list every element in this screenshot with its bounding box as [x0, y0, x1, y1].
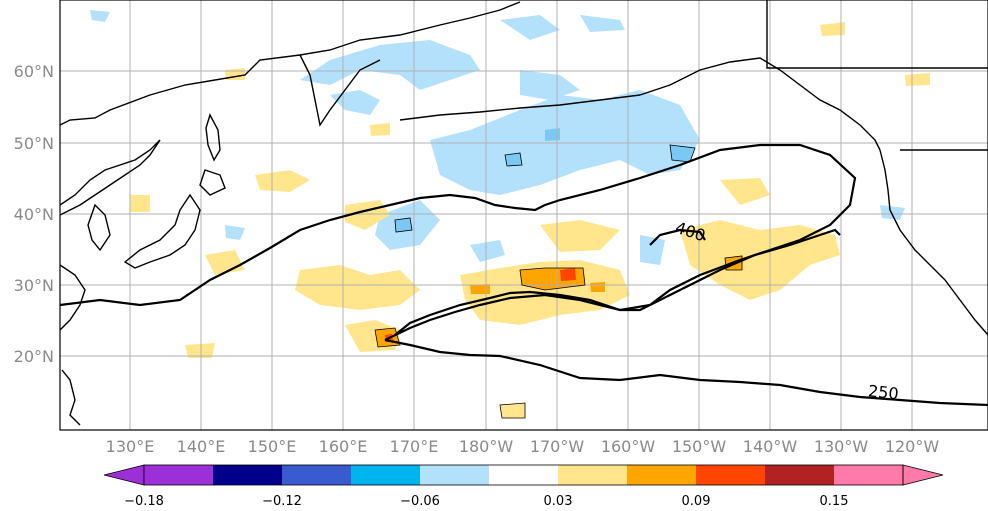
yellow-patch: [540, 220, 620, 252]
lon-label: 140°W: [743, 437, 798, 456]
coastlines: [60, 0, 988, 426]
hokkaido-coastline: [199, 169, 226, 196]
significance-outline: [519, 267, 586, 291]
blue-patch: [520, 70, 580, 100]
lon-label: 140°E: [177, 437, 226, 456]
colorbar-swatch: [282, 465, 351, 485]
colorbar-swatch: [213, 465, 282, 485]
asia-mainland-coastline: [60, 139, 161, 216]
blue-patch: [225, 225, 245, 240]
orange-patch: [470, 284, 490, 294]
korea-coastline: [87, 203, 111, 252]
lon-label: 120°W: [885, 437, 940, 456]
contour-400: [60, 143, 857, 336]
lon-label: 130°E: [106, 437, 155, 456]
colorbar-swatch: [489, 465, 558, 485]
colorbar-swatch: [627, 465, 696, 485]
colorbar-swatch: [558, 465, 627, 485]
significance-outline: [504, 152, 523, 167]
alaska-coastline: [639, 57, 881, 151]
colorbar-tick-label: 0.09: [682, 494, 711, 509]
colorbar-tick-label: −0.18: [124, 494, 164, 509]
yellow-patch: [905, 73, 930, 86]
china-coastline: [60, 264, 86, 331]
lat-label: 30°N: [14, 276, 54, 295]
yellow-patch: [500, 403, 525, 418]
yellow-patch: [370, 123, 390, 136]
colorbar-swatch: [351, 465, 420, 485]
colorbar: −0.18 −0.12 −0.06 0.03 0.09 0.15: [103, 464, 944, 509]
lon-label: 150°W: [672, 437, 727, 456]
colorbar-tick-label: 0.15: [820, 494, 849, 509]
map-frame: [59, 0, 988, 431]
sakhalin-coastline: [205, 113, 221, 162]
contour-label-250: 250: [867, 381, 899, 403]
blue-patch: [395, 218, 412, 232]
map-area: 400 250: [60, 0, 988, 430]
yellow-patch: [255, 170, 310, 192]
lon-label: 150°E: [248, 437, 297, 456]
contour-400-inner: [649, 228, 706, 246]
philippines-coastline: [61, 369, 81, 426]
blue-patch: [300, 40, 480, 90]
yellow-patch: [820, 22, 845, 36]
significance-outline: [374, 327, 401, 348]
lon-label: 180°W: [459, 437, 514, 456]
yellow-patch: [130, 195, 150, 212]
significance-outline: [499, 402, 526, 419]
lon-label: 160°W: [601, 437, 656, 456]
asia-coastline: [60, 1, 521, 126]
blue-patch: [640, 235, 665, 265]
main-contours: [60, 143, 988, 407]
blue-patch: [545, 128, 560, 141]
longitude-labels: 130°E 140°E 150°E 160°E 170°E 180°W 170°…: [106, 437, 940, 456]
yellow-patch: [295, 265, 420, 310]
yellow-patch: [185, 343, 215, 358]
blue-patch: [880, 205, 905, 220]
blue-patch: [505, 153, 522, 166]
colorbar-arrow-left: [103, 464, 145, 486]
contour-250-south: [384, 338, 988, 407]
colorbar-tick-label: −0.12: [262, 494, 302, 509]
blue-patch: [90, 10, 110, 22]
yellow-patch: [205, 250, 245, 275]
blue-patch: [670, 145, 695, 162]
colorbar-swatch: [144, 465, 213, 485]
lat-label: 50°N: [14, 134, 54, 153]
blue-patch: [500, 15, 560, 40]
colorbar-swatch: [765, 465, 834, 485]
lat-label: 40°N: [14, 205, 54, 224]
blue-patch: [470, 240, 505, 262]
blue-patch: [580, 15, 625, 32]
north-america-coastline: [879, 149, 988, 336]
japan-coastline: [123, 193, 201, 269]
colorbar-arrow-right: [902, 464, 944, 486]
contour-250: [384, 228, 841, 341]
gridlines: [60, 0, 988, 430]
colorbar-swatch: [696, 465, 765, 485]
yellow-patch: [720, 178, 770, 205]
lon-label: 130°W: [814, 437, 869, 456]
kamchatka-coastline: [299, 54, 381, 127]
colorbar-tick-label: 0.03: [544, 494, 573, 509]
colorbar-swatch: [834, 465, 903, 485]
colorbar-frame: [143, 464, 904, 486]
lon-label: 170°W: [530, 437, 585, 456]
colorbar-tick-label: −0.06: [400, 494, 440, 509]
canada-border: [766, 0, 988, 69]
significance-outline: [394, 217, 413, 233]
lat-label: 20°N: [14, 347, 54, 366]
orange-patch: [590, 282, 605, 292]
lat-label: 60°N: [14, 62, 54, 81]
lon-label: 160°E: [319, 437, 368, 456]
red-patch: [560, 268, 576, 281]
latitude-labels: 60°N 50°N 40°N 30°N 20°N: [14, 62, 54, 366]
colorbar-swatch: [420, 465, 489, 485]
aleutian-islands: [399, 94, 641, 121]
lon-label: 170°E: [390, 437, 439, 456]
